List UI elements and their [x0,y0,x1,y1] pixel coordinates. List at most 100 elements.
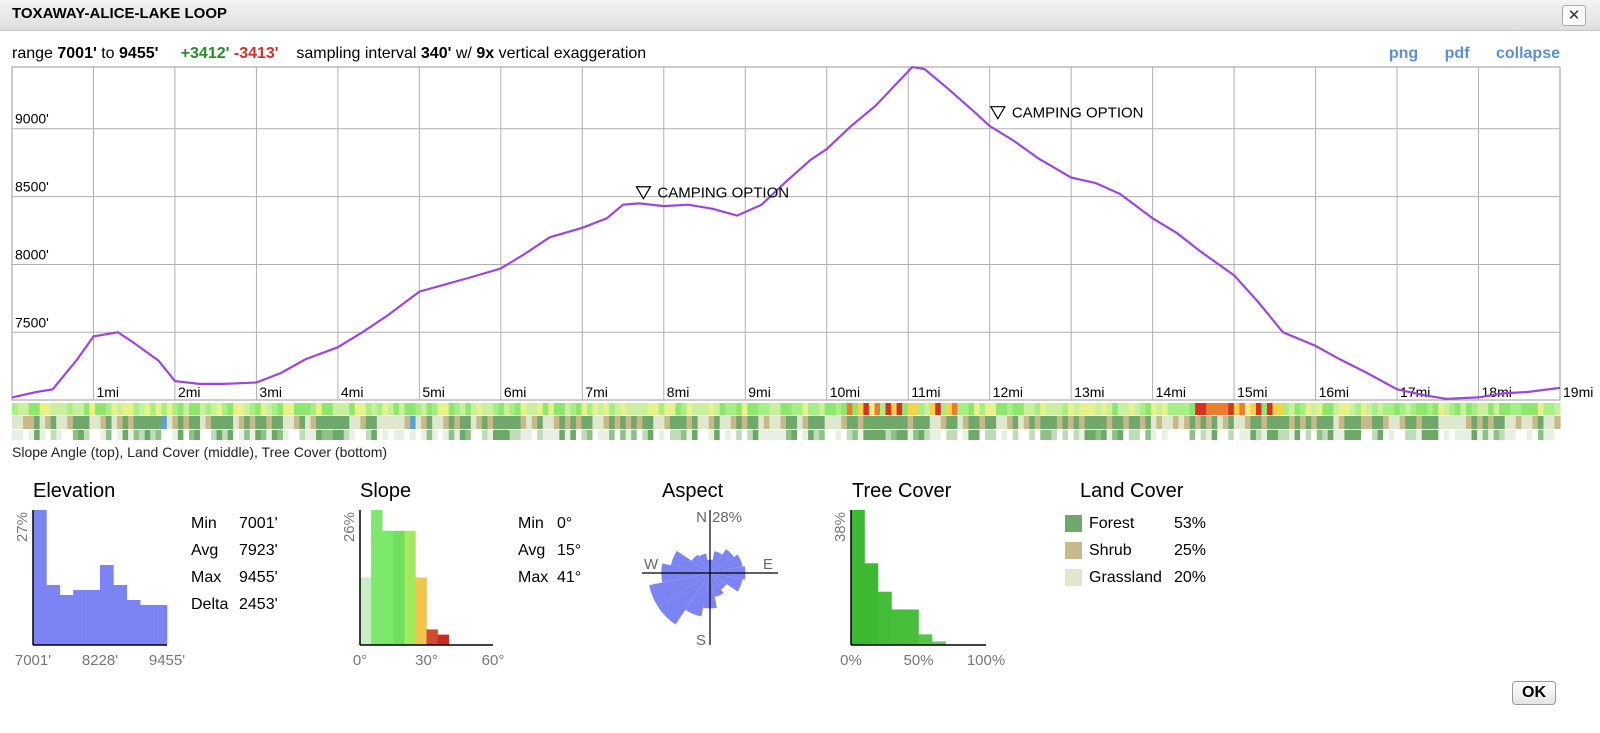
slope-segment [686,403,693,415]
slope-segment [34,403,41,415]
tree-cover-segment [1327,430,1334,440]
tree-cover-segment [1355,430,1362,440]
tree-cover-segment [238,430,245,440]
land-cover-segment [481,416,489,429]
tree-cover-segment [1067,430,1075,440]
tree-cover-segment [647,430,654,440]
y-tick-label: 8000' [15,246,49,262]
slope-segment [238,403,245,415]
slope-segment [1355,403,1362,415]
tree-cover-segment [23,430,30,440]
histogram-bar [393,530,405,645]
land-cover-segment [432,416,439,429]
land-cover-segment [1466,416,1473,429]
land-cover-segment [1294,416,1301,429]
slope-segment [227,403,234,415]
tree-cover-segment [774,430,782,440]
land-cover-segment [94,416,102,429]
land-cover-segment [1206,416,1213,429]
tree-cover-segment [255,430,262,440]
land-cover-segment [321,416,328,429]
ok-button[interactable]: OK [1512,681,1556,705]
land-cover-segment [1112,416,1119,429]
tree-cover-segment [1466,430,1473,440]
land-cover-segment [581,416,588,429]
land-cover-segment [598,416,605,429]
tree-cover-segment [570,430,577,440]
collapse-link[interactable]: collapse [1495,45,1560,62]
slope-segment [470,403,477,415]
slope-segment [1233,403,1240,415]
land-cover-segment [1289,416,1296,429]
land-cover-segment [526,416,533,429]
tree-cover-segment [1217,430,1224,440]
slope-segment [907,403,914,415]
slope-segment [973,403,981,415]
slope-segment [72,403,79,415]
close-button[interactable]: ✕ [1562,5,1586,26]
tree-cover-segment [305,430,312,440]
land-cover-segment [421,416,428,429]
histogram-bar [360,577,372,645]
png-link[interactable]: png [1388,45,1419,62]
land-cover-segment [1173,416,1180,429]
land-cover-segment [868,416,876,429]
tree-cover-segment [354,430,361,440]
tree-cover-segment [913,430,920,440]
tree-cover-segment [387,430,395,440]
slope-segment [1184,403,1191,415]
tree-cover-segment [161,430,168,440]
tree-cover-segment [879,430,887,440]
land-cover-segment [802,416,809,429]
tree-cover-segment [1156,430,1163,440]
land-cover-segment [56,416,63,429]
land-cover-segment [177,416,184,429]
slope-segment [39,403,46,415]
slope-segment [1117,403,1124,415]
slope-segment [1543,403,1550,415]
max-percent-label: 26% [341,512,358,542]
slope-segment [736,403,743,415]
x-tick-label: 8228' [82,652,118,669]
slope-segment [1266,403,1274,415]
tree-cover-segment [973,430,981,440]
tree-cover-segment [813,430,820,440]
slope-segment [1338,403,1345,415]
tree-cover-segment [271,430,278,440]
slope-segment [1344,403,1351,415]
land-cover-segment [1051,416,1058,429]
slope-segment [211,403,218,415]
x-tick-label: 9mi [748,384,771,400]
tree-cover-strip [12,430,1561,440]
tree-cover-segment [614,430,621,440]
tree-cover-segment [1460,430,1467,440]
slope-segment [1051,403,1058,415]
tree-cover-segment [459,430,466,440]
slope-segment [515,403,522,415]
tree-cover-segment [1250,430,1257,440]
land-cover-segment [1001,416,1008,429]
tree-cover-segment [150,430,157,440]
slope-segment [542,403,549,415]
land-cover-segment [902,416,909,429]
land-cover-segment [332,416,339,429]
slope-segment [17,403,24,415]
x-tick-label: 3mi [259,384,282,400]
tree-cover-segment [476,430,483,440]
slope-segment [1482,403,1489,415]
slope-segment [1272,403,1279,415]
slope-segment [293,403,301,415]
tree-cover-segment [692,430,699,440]
land-cover-segment [1184,416,1191,429]
pdf-link[interactable]: pdf [1444,45,1470,62]
slope-segment [1056,403,1064,415]
tree-cover-segment [89,430,96,440]
interval-prefix: sampling interval [296,45,417,62]
slope-segment [1278,403,1285,415]
slope-segment [1106,403,1113,415]
land-cover-segment [1338,416,1345,429]
slope-segment [636,403,643,415]
histogram-bar [878,591,892,645]
x-tick-label: 4mi [341,384,364,400]
tree-cover-segment [1372,430,1379,440]
